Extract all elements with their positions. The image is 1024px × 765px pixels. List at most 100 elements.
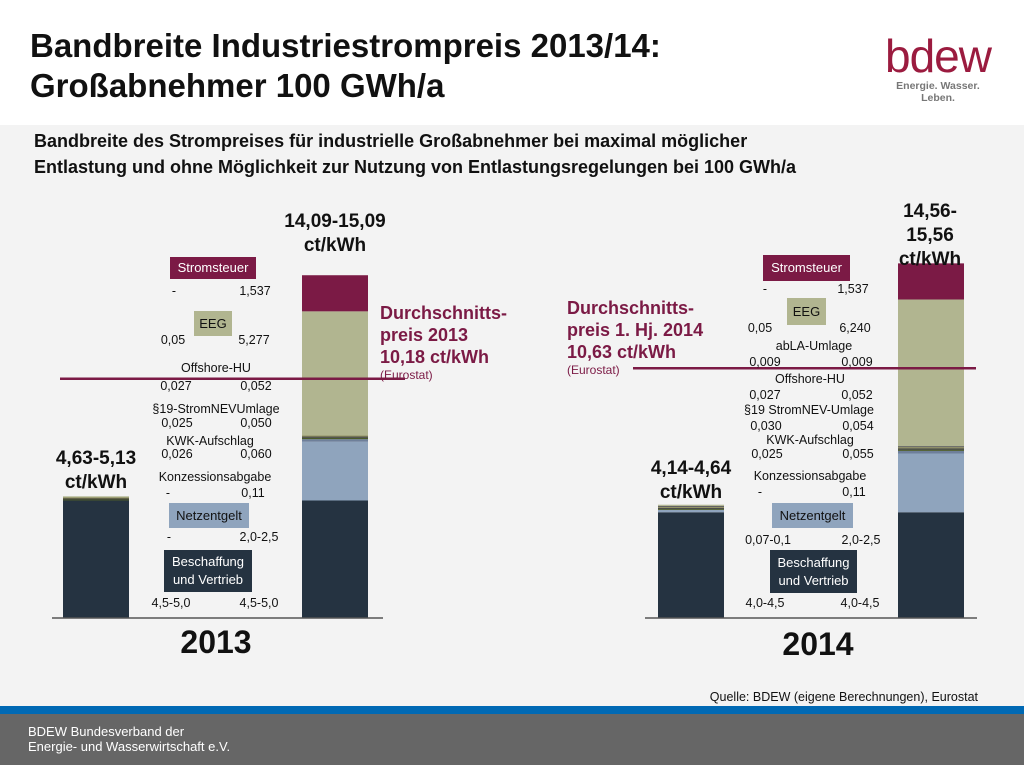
content-background	[0, 125, 1024, 706]
value-min: 0,05	[160, 333, 186, 347]
value-max: 4,5-5,0	[239, 596, 279, 610]
bar-segment-2014-max	[898, 448, 964, 450]
value-max: 0,052	[841, 388, 873, 402]
label-konzession: Konzessionsabgabe	[753, 469, 867, 483]
title-line-2: Großabnehmer 100 GWh/a	[30, 67, 445, 104]
bar-segment-2013-min	[63, 499, 129, 501]
bar-segment-2013-min	[63, 497, 129, 499]
value-max: 0,11	[842, 485, 866, 499]
legend-beschaffung-2013: Beschaffung und Vertrieb	[164, 550, 252, 592]
value-min: -	[165, 486, 171, 500]
year-label-2014: 2014	[782, 626, 854, 662]
value-min: 4,0-4,5	[745, 596, 785, 610]
year-label-2013: 2013	[180, 624, 252, 660]
label-offshore: Offshore-HU	[181, 361, 251, 375]
label-konzession: Konzessionsabgabe	[158, 470, 272, 484]
value-min: -	[171, 284, 177, 298]
bar-segment-2014-max	[898, 453, 964, 513]
label-kwk: KWK-Aufschlag	[166, 434, 254, 448]
total-2014-min: 4,14-4,64 ct/kWh	[650, 458, 732, 503]
value-min: -	[757, 485, 763, 499]
logo-word: bdew	[885, 30, 992, 82]
value-max: 1,537	[239, 284, 271, 298]
title-line-1: Bandbreite Industriestrompreis 2013/14:	[30, 27, 661, 64]
bar-segment-2013-max	[302, 311, 368, 436]
legend-eeg-2014: EEG	[787, 298, 826, 325]
bar-segment-2013-max	[302, 500, 368, 618]
bar-segment-2013-min	[63, 496, 129, 498]
bar-segment-2013-min	[63, 498, 129, 500]
value-min: 0,026	[161, 447, 193, 461]
bar-segment-2014-min	[658, 512, 724, 618]
value-max: 0,052	[240, 379, 272, 393]
label-stromnev: §19 StromNEV-Umlage	[744, 403, 874, 417]
value-min: 0,027	[749, 388, 781, 402]
value-min: -	[166, 530, 172, 544]
value-max: 5,277	[238, 333, 270, 347]
value-min: 4,5-5,0	[151, 596, 191, 610]
value-min: 0,030	[750, 419, 782, 433]
value-max: 0,055	[842, 447, 874, 461]
legend-stromsteuer-2013: Stromsteuer	[170, 257, 256, 279]
bar-segment-2014-max	[898, 446, 964, 448]
bar-segment-2013-max	[302, 437, 368, 440]
source-note: Quelle: BDEW (eigene Berechnungen), Euro…	[709, 690, 978, 704]
value-min: 0,025	[161, 416, 193, 430]
value-min: 0,05	[747, 321, 773, 335]
value-max: 4,0-4,5	[840, 596, 880, 610]
bar-segment-2014-max	[898, 447, 964, 449]
legend-netzentgelt-2014: Netzentgelt	[772, 503, 853, 528]
bdew-logo: bdew Energie. Wasser. Leben.	[878, 30, 998, 104]
total-2014-max: 14,56-15,56 ct/kWh	[898, 201, 962, 270]
value-min: 0,027	[160, 379, 192, 393]
total-2013-max: 14,09-15,09 ct/kWh	[284, 211, 386, 256]
label-abla: abLA-Umlage	[775, 339, 853, 353]
bar-segment-2013-max	[302, 439, 368, 442]
bar-segment-2014-min	[658, 506, 724, 508]
bar-segment-2013-max	[302, 435, 368, 437]
subtitle: Bandbreite des Strompreises für industri…	[34, 128, 796, 180]
bar-segment-2014-max	[898, 450, 964, 454]
bar-segment-2014-min	[658, 507, 724, 509]
bar-segment-2014-min	[658, 504, 724, 506]
total-2013-min: 4,63-5,13 ct/kWh	[55, 448, 137, 493]
value-min: 0,009	[749, 355, 781, 369]
value-max: 2,0-2,5	[239, 530, 279, 544]
footer-line-1: BDEW Bundesverband der	[28, 724, 185, 739]
bar-segment-2013-max	[302, 441, 368, 501]
subtitle-line-1: Bandbreite des Strompreises für industri…	[34, 131, 748, 151]
bar-segment-2014-min	[658, 508, 724, 510]
bar-segment-2014-max	[898, 263, 964, 300]
value-max: 6,240	[839, 321, 871, 335]
slide-title: Bandbreite Industriestrompreis 2013/14: …	[30, 26, 661, 106]
blue-stripe	[0, 706, 1024, 714]
bar-segment-2013-max	[302, 436, 368, 438]
value-max: 0,054	[842, 419, 874, 433]
bar-segment-2014-max	[898, 299, 964, 447]
bar-segment-2014-max	[898, 449, 964, 451]
average-2013-label: Durchschnitts-preis 2013 10,18 ct/kWh (Eur…	[380, 303, 508, 382]
legend-netzentgelt-2013: Netzentgelt	[169, 503, 249, 528]
value-max: 0,060	[240, 447, 272, 461]
value-min: -	[762, 282, 768, 296]
average-2014-label: Durchschnitts-preis 1. Hj. 2014 10,63 ct/…	[567, 298, 704, 377]
legend-beschaffung-2014: Beschaffung und Vertrieb	[770, 550, 857, 593]
bar-segment-2014-min	[658, 509, 724, 513]
subtitle-line-2: Entlastung und ohne Möglichkeit zur Nutz…	[34, 157, 797, 177]
bar-segment-2014-min	[658, 505, 724, 507]
value-max: 0,009	[841, 355, 873, 369]
value-max: 0,11	[241, 486, 265, 500]
label-kwk: KWK-Aufschlag	[766, 433, 854, 447]
value-max: 0,050	[240, 416, 272, 430]
value-max: 1,537	[837, 282, 869, 296]
value-max: 2,0-2,5	[841, 533, 881, 547]
value-min: 0,025	[751, 447, 783, 461]
bar-segment-2014-max	[898, 512, 964, 618]
bar-segment-2013-min	[63, 500, 129, 618]
footer-text: BDEW Bundesverband der Energie- und Wass…	[28, 724, 230, 754]
label-stromnev: §19-StromNEVUmlage	[152, 402, 280, 416]
logo-tagline: Energie. Wasser. Leben.	[896, 80, 980, 104]
footer-bar	[0, 714, 1024, 765]
bar-segment-2013-max	[302, 275, 368, 312]
